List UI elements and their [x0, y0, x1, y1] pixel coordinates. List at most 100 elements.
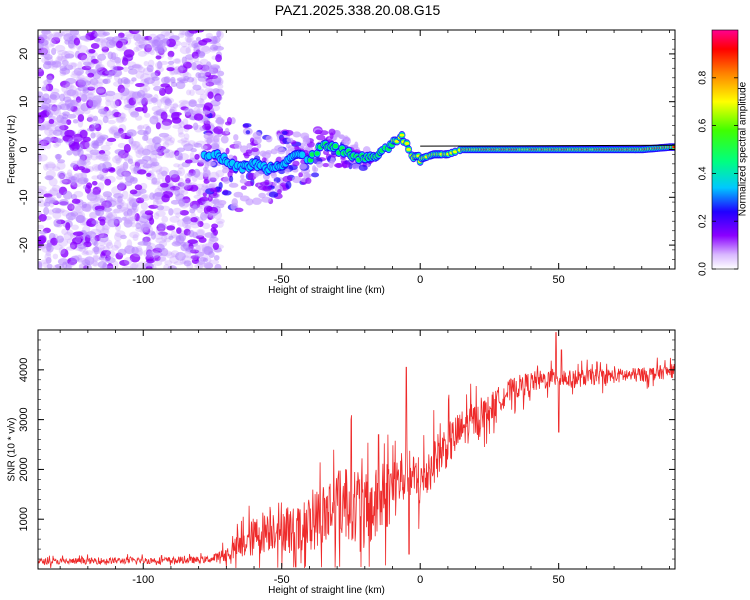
spectrogram-cell — [55, 209, 65, 214]
spectrogram-cell — [79, 129, 88, 139]
spectrogram-cell — [82, 61, 92, 66]
spectrogram-cell — [119, 206, 130, 213]
spectrogram-cell — [129, 216, 137, 222]
spectrogram-cell — [186, 36, 193, 43]
spectrogram-cell — [66, 229, 74, 236]
spectrogram-cell — [42, 83, 49, 92]
spectrogram-cell — [252, 131, 262, 140]
spectrogram-cell — [240, 185, 247, 190]
spectrogram-cell — [204, 116, 211, 125]
spectrogram-cell — [88, 91, 94, 100]
spectrogram-cell — [144, 35, 153, 41]
spectrogram-cell — [107, 212, 114, 219]
spectrogram-cell — [126, 131, 134, 137]
spectrogram-cell — [216, 220, 224, 228]
spectrogram-cell — [184, 107, 191, 117]
spectrogram-cell — [178, 198, 186, 207]
spectrogram-cell — [96, 133, 103, 143]
spectrogram-cell — [208, 259, 220, 265]
spectrogram-cell — [217, 84, 224, 89]
spectrogram-cell — [73, 67, 85, 76]
spectrogram-cell — [105, 199, 117, 208]
spectrogram-cell — [181, 182, 190, 187]
spectrogram-cell — [67, 203, 75, 211]
spectrogram-cell — [140, 223, 150, 233]
spectrogram-cell — [163, 237, 171, 243]
snr-ticks: -100 -50 0 50 1000 2000 3000 4000 Height of stra… — [7, 329, 675, 596]
spectrogram-cell — [129, 253, 141, 263]
spectrogram-cell — [65, 212, 77, 221]
spectrogram-cell — [89, 211, 98, 220]
spectrogram-cell — [233, 143, 242, 150]
spectrogram-cell — [52, 253, 59, 260]
spectrogram-cell — [38, 68, 45, 77]
spectrogram-cell — [189, 254, 198, 261]
spectrogram-cell — [123, 219, 133, 228]
spectrogram-cell — [68, 89, 79, 97]
spectrogram-cell — [97, 231, 105, 238]
spectrogram-cell — [61, 120, 68, 125]
spectrogram-cell — [84, 141, 91, 149]
spectrogram-cell — [187, 239, 198, 244]
spectrogram-cell — [113, 216, 123, 224]
spectrogram-cell — [62, 111, 70, 117]
spectrogram-cell — [205, 139, 216, 144]
spectrogram-cell — [87, 114, 95, 122]
spectrogram-cell — [69, 85, 77, 94]
spectrogram-cell — [164, 31, 174, 39]
spectrogram-cell — [198, 252, 209, 261]
spectrogram-cell — [82, 80, 92, 86]
spectrogram-cell — [95, 155, 103, 160]
spectrogram-cell — [245, 149, 253, 154]
spectrogram-cell — [229, 175, 234, 183]
colorbar-tick-label: 0.2 — [698, 214, 709, 228]
spectrogram-cell — [169, 265, 175, 269]
spectrogram-cell — [51, 47, 57, 56]
spectrogram-ridge-core — [404, 142, 410, 145]
spectrogram-cell — [218, 199, 227, 206]
spectrogram-cell — [117, 165, 125, 172]
spectrogram-cell — [179, 46, 191, 55]
spectrogram-cell — [189, 249, 200, 254]
spectrogram-ridge-inner — [307, 158, 314, 163]
spectrogram-cell — [78, 262, 88, 269]
spectrogram-cell — [150, 97, 158, 103]
spectrogram-cell — [57, 50, 68, 55]
spectrogram-cell — [122, 161, 129, 171]
snr-series-line — [38, 332, 675, 569]
spectrogram-cell — [171, 241, 182, 247]
spectrogram-cell — [84, 61, 95, 69]
spectrogram-cell — [186, 36, 192, 46]
spectrogram-cell — [180, 41, 188, 48]
spectrogram-cell — [139, 85, 151, 92]
spectrogram-cell — [198, 237, 207, 243]
spectrogram-cell — [132, 249, 143, 258]
spectrogram-cell — [120, 163, 128, 169]
spectrogram-cell — [91, 58, 99, 64]
spectrogram-cell — [44, 175, 54, 181]
spectrogram-cell — [192, 204, 198, 210]
spectrogram-cell — [130, 111, 140, 116]
spectrogram-cell — [128, 68, 138, 75]
spectrogram-cell — [107, 51, 114, 60]
spectrogram-cell — [184, 250, 191, 259]
spectrogram-cell — [102, 225, 109, 234]
spectrogram-cell — [249, 137, 255, 144]
spectrogram-cell — [159, 182, 169, 188]
spectrogram-cell — [160, 60, 169, 65]
spectrogram-cell — [137, 124, 145, 130]
spectrogram-ytick-label: 20 — [18, 48, 30, 60]
spectrogram-cell — [65, 77, 77, 85]
snr-background — [38, 330, 675, 569]
spectrogram-cell — [72, 231, 84, 236]
spectrogram-ridge-edge — [420, 144, 675, 147]
spectrogram-cell — [101, 154, 111, 163]
spectrogram-cell — [200, 145, 208, 150]
spectrogram-cell — [46, 75, 53, 84]
spectrogram-cell — [116, 168, 127, 178]
spectrogram-cell — [162, 250, 173, 257]
spectrogram-cell — [66, 169, 73, 177]
spectrogram-cell — [108, 126, 119, 134]
spectrogram-cell — [56, 192, 62, 199]
spectrogram-cell — [106, 36, 116, 41]
